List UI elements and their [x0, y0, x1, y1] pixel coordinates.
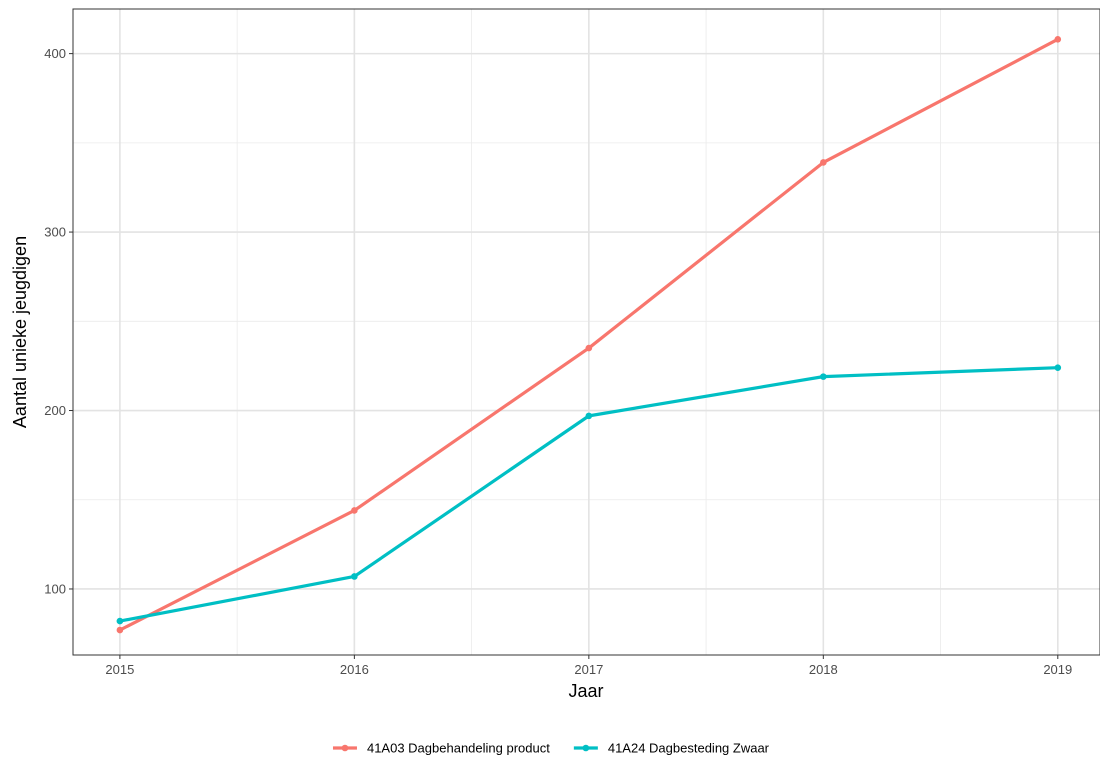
x-tick-label: 2016	[340, 662, 369, 677]
y-tick-label: 400	[44, 46, 66, 61]
legend-item-1: 41A03 Dagbehandeling product	[332, 741, 550, 756]
y-tick-label: 300	[44, 225, 66, 240]
x-axis-title: Jaar	[568, 681, 603, 701]
plot-panel-border	[72, 8, 1100, 656]
x-tick-label: 2018	[809, 662, 838, 677]
series-1-point	[351, 507, 358, 514]
y-tick-label: 200	[44, 403, 66, 418]
series-1-point	[1054, 36, 1062, 43]
series-2-point	[820, 373, 827, 380]
series-layer	[116, 36, 1062, 634]
series-1-point	[820, 159, 827, 166]
legend-label: 41A03 Dagbehandeling product	[367, 741, 550, 756]
y-tick-label: 100	[44, 581, 66, 596]
legend-label: 41A24 Dagbesteding Zwaar	[608, 741, 770, 756]
x-tick-label: 2015	[105, 662, 134, 677]
grid-layer	[73, 9, 1100, 655]
series-2-point	[1054, 364, 1062, 371]
series-1-point	[116, 626, 124, 634]
series-1-point	[585, 344, 593, 352]
legend-key-point	[582, 744, 590, 752]
series-2-point	[116, 617, 124, 625]
legend-key-point	[341, 744, 349, 752]
legend-item-2: 41A24 Dagbesteding Zwaar	[573, 741, 770, 756]
series-2-point	[585, 412, 593, 420]
series-2-point	[351, 573, 358, 580]
x-tick-label: 2017	[574, 662, 603, 677]
legend: 41A03 Dagbehandeling product 41A24 Dagbes…	[332, 741, 770, 756]
tick-layer: 100 200 300 400 2015 2016 2017 2018 2019	[44, 46, 1072, 677]
y-axis-title: Aantal unieke jeugdigen	[10, 236, 30, 428]
x-tick-label: 2019	[1043, 662, 1072, 677]
